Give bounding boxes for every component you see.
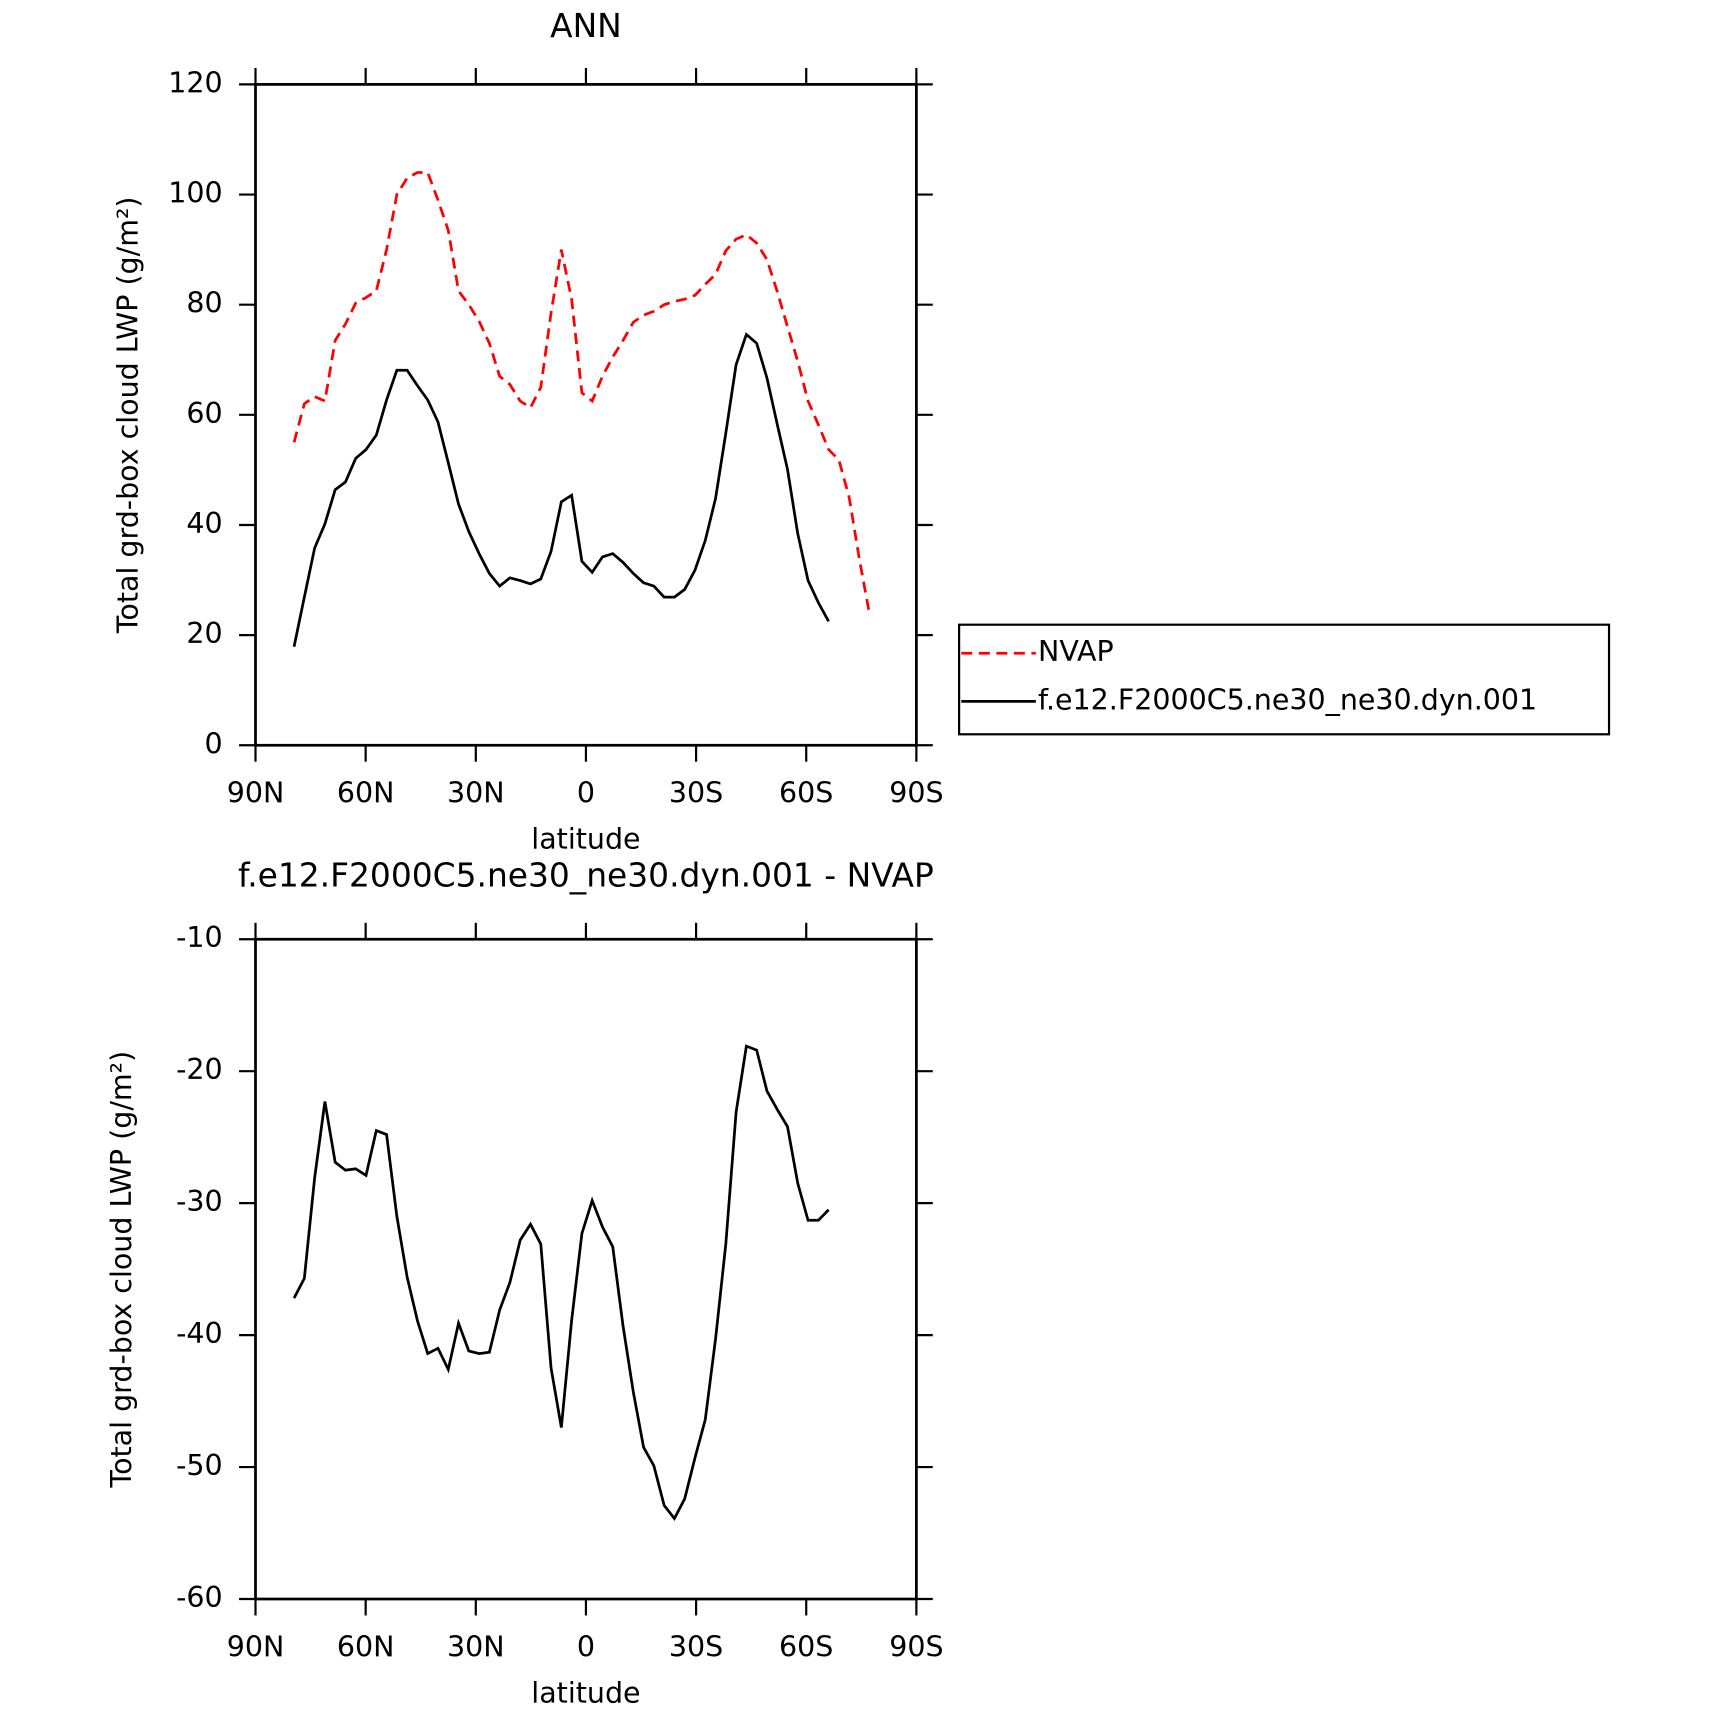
data-line	[292, 1044, 830, 1522]
plot-frame	[254, 83, 918, 747]
plot-frame	[254, 937, 918, 1601]
y-tick-label: -30	[176, 1185, 223, 1218]
x-tick-label: 90N	[227, 777, 285, 810]
x-axis-label: latitude	[531, 1676, 640, 1709]
y-axis-label: Total grd-box cloud LWP (g/m²)	[111, 196, 144, 634]
y-tick-label: -10	[176, 921, 223, 954]
chart-title: f.e12.F2000C5.ne30_ne30.dyn.001 - NVAP	[238, 855, 934, 894]
x-tick-label: 0	[577, 1630, 595, 1663]
x-tick-label: 60N	[337, 1630, 395, 1663]
x-tick-label: 30S	[669, 777, 723, 810]
legend-label: f.e12.F2000C5.ne30_ne30.dyn.001	[1038, 683, 1537, 716]
x-tick-label: 90S	[889, 777, 943, 810]
legend-label: NVAP	[1038, 635, 1114, 668]
x-tick-label: 0	[577, 777, 595, 810]
y-tick-label: 60	[186, 397, 222, 430]
x-tick-label: 30N	[447, 777, 505, 810]
x-tick-label: 30N	[447, 1630, 505, 1663]
x-tick-label: 60N	[337, 777, 395, 810]
y-tick-label: -40	[176, 1317, 223, 1350]
y-tick-label: -60	[176, 1581, 223, 1614]
y-tick-label: 40	[186, 507, 222, 540]
x-tick-label: 90N	[227, 1630, 285, 1663]
y-tick-label: -20	[176, 1053, 223, 1086]
y-tick-label: 0	[205, 727, 223, 760]
data-line	[292, 332, 830, 647]
y-tick-label: 120	[168, 66, 222, 99]
y-tick-label: 100	[168, 177, 222, 210]
x-tick-label: 60S	[779, 1630, 833, 1663]
legend-box	[958, 623, 1611, 736]
x-tick-label: 30S	[669, 1630, 723, 1663]
x-axis-label: latitude	[531, 823, 640, 856]
x-tick-label: 90S	[889, 1630, 943, 1663]
y-axis-label: Total grd-box cloud LWP (g/m²)	[105, 1051, 138, 1489]
y-tick-label: 80	[186, 287, 222, 320]
y-tick-label: -50	[176, 1449, 223, 1482]
x-tick-label: 60S	[779, 777, 833, 810]
data-line	[292, 171, 872, 616]
chart-title: ANN	[550, 6, 622, 45]
y-tick-label: 20	[186, 617, 222, 650]
